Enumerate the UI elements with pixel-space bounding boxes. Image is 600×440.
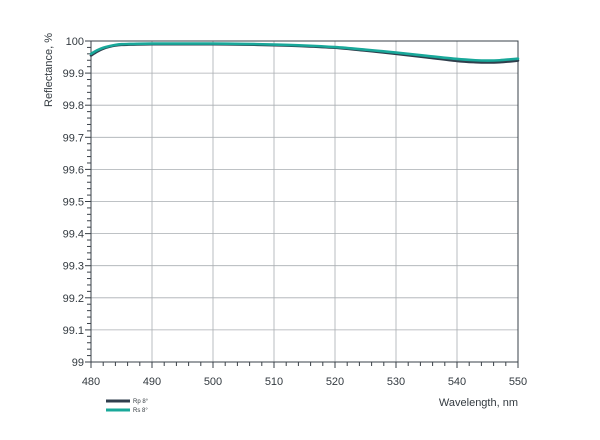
y-tick-label: 99.7 — [63, 132, 84, 144]
x-axis-title: Wavelength, nm — [439, 397, 518, 409]
y-tick-label: 99.3 — [63, 261, 84, 273]
legend: Rp 8° Rs 8° — [106, 399, 149, 414]
y-axis-title: Reflectance, % — [43, 33, 55, 107]
y-tick-label: 99.9 — [63, 68, 84, 80]
y-tick-label: 99.5 — [63, 197, 84, 209]
y-tick-label: 99.1 — [63, 325, 84, 337]
y-tick-labels: 99 99.1 99.2 99.3 99.4 99.5 99.6 99.7 99.8 99.9 10… — [63, 36, 84, 369]
plot-frame — [90, 40, 519, 363]
y-tick-label: 99 — [72, 357, 84, 369]
y-tick-label: 99.8 — [63, 100, 84, 112]
x-tick-label: 480 — [82, 376, 100, 388]
y-tick-label: 100 — [66, 36, 84, 48]
y-tick-label: 99.6 — [63, 164, 84, 176]
legend-label: Rp 8° — [133, 399, 149, 405]
x-tick-label: 530 — [387, 376, 405, 388]
x-tick-label: 490 — [143, 376, 161, 388]
x-tick-label: 520 — [326, 376, 344, 388]
x-tick-labels: 480 490 500 510 520 530 540 550 — [82, 376, 527, 388]
x-tick-label: 510 — [265, 376, 283, 388]
minor-ticks — [85, 40, 519, 368]
legend-label: Rs 8° — [133, 408, 148, 414]
x-tick-label: 500 — [204, 376, 222, 388]
series-lines — [89, 42, 520, 64]
grid — [91, 41, 518, 362]
y-tick-label: 99.4 — [63, 229, 84, 241]
x-tick-label: 540 — [448, 376, 466, 388]
y-tick-label: 99.2 — [63, 293, 84, 305]
series-line-rs — [89, 42, 520, 62]
x-tick-label: 550 — [509, 376, 527, 388]
